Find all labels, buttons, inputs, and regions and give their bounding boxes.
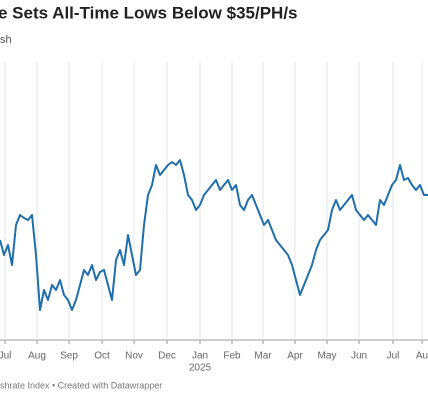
x-tick-label: Apr: [287, 351, 303, 362]
line-series: [0, 159, 428, 311]
year-label: 2025: [189, 363, 212, 374]
x-tick-label: Jan: [192, 351, 208, 362]
x-tick-label: Au: [416, 351, 428, 362]
x-tick-label: Sep: [60, 351, 78, 362]
x-tick-label: Jul: [387, 351, 400, 362]
x-tick-label: May: [318, 351, 337, 362]
chart-footer: shrate Index • Created with Datawrapper: [0, 380, 162, 390]
chart-title: e Sets All-Time Lows Below $35/PH/s: [0, 3, 298, 22]
x-tick-label: Aug: [28, 351, 46, 362]
x-tick-label: Dec: [158, 351, 176, 362]
x-tick-label: Jul: [0, 351, 11, 362]
x-tick-label: Mar: [254, 351, 272, 362]
x-tick-label: Feb: [223, 351, 241, 362]
chart-subtitle: sh: [0, 34, 12, 46]
x-tick-label: Nov: [125, 351, 143, 362]
x-tick-label: Jun: [351, 351, 367, 362]
x-tick-label: Oct: [94, 351, 110, 362]
